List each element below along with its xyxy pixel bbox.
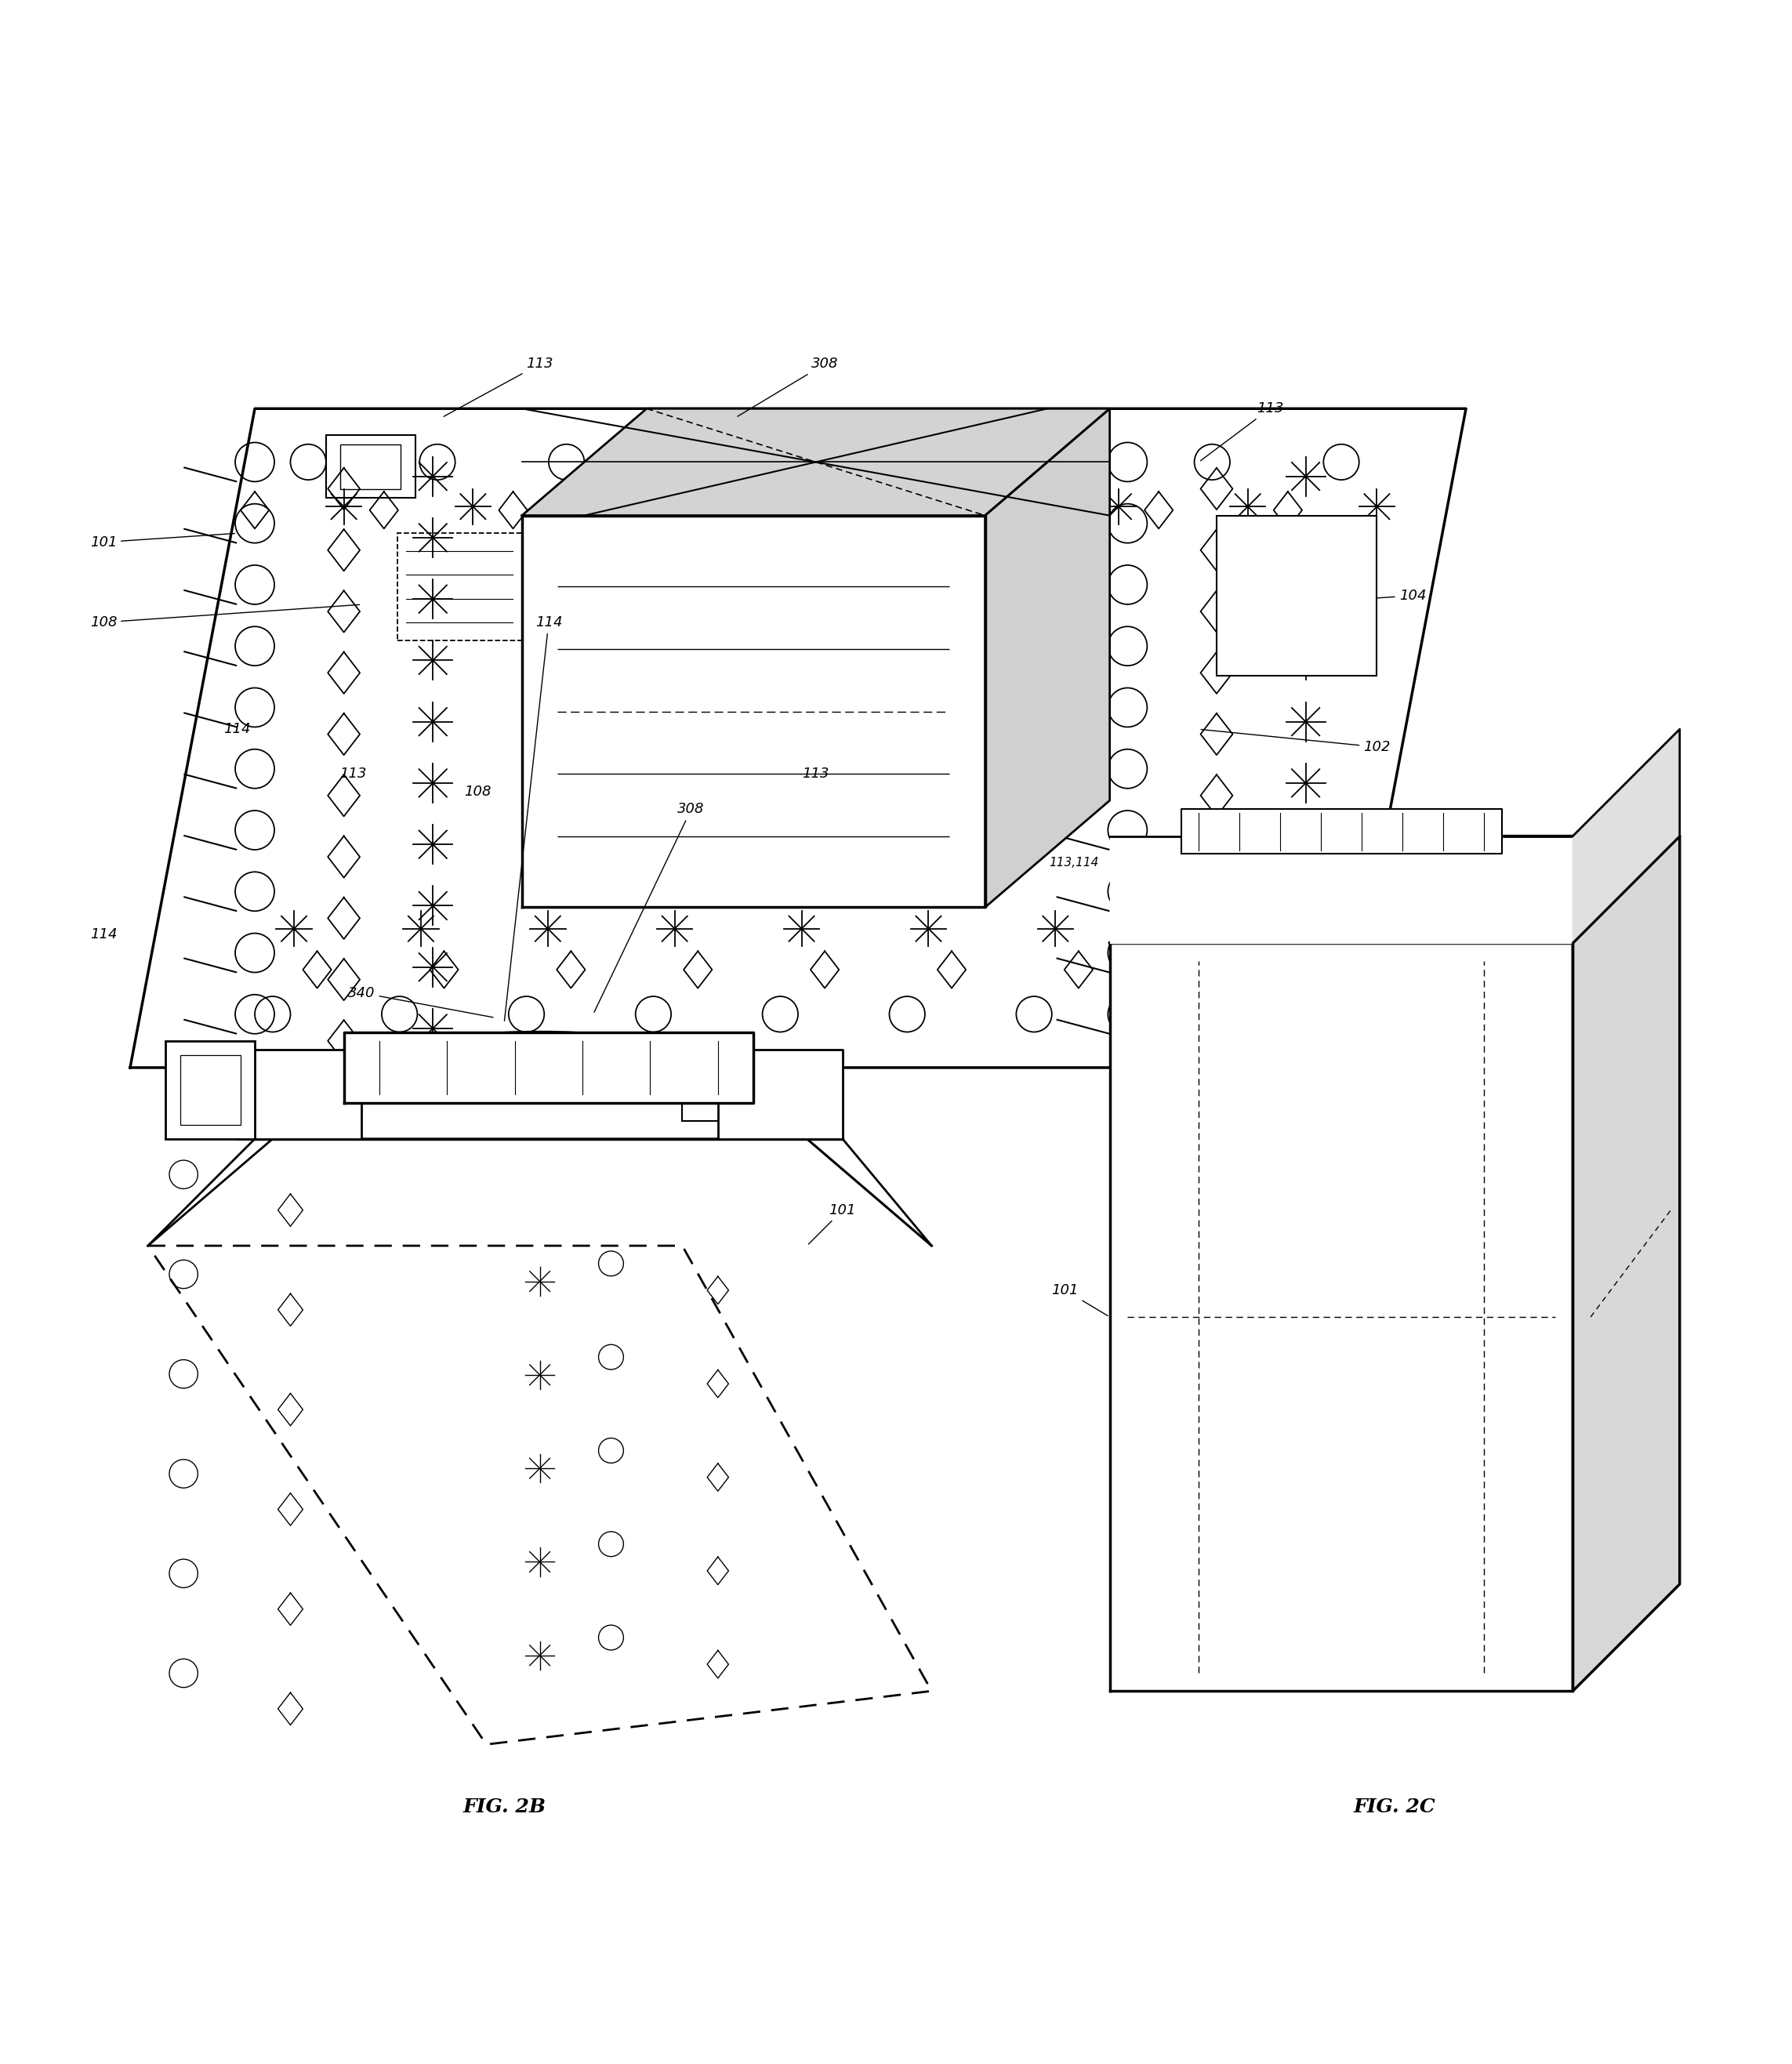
Text: 114: 114	[504, 615, 563, 1022]
Text: 102: 102	[1201, 729, 1391, 753]
Text: 308: 308	[595, 803, 704, 1011]
Text: 108: 108	[90, 605, 360, 630]
Polygon shape	[1109, 943, 1573, 1690]
Text: 114: 114	[738, 1090, 830, 1129]
Polygon shape	[719, 1051, 842, 1139]
Text: FIG. 2B: FIG. 2B	[462, 1798, 547, 1816]
Polygon shape	[521, 516, 986, 908]
Bar	[165, 1040, 254, 1139]
Text: FIG. 2C: FIG. 2C	[1353, 1798, 1435, 1816]
Text: 101: 101	[808, 1203, 857, 1245]
Polygon shape	[986, 409, 1109, 908]
Polygon shape	[1181, 809, 1502, 854]
Bar	[398, 533, 521, 640]
Bar	[683, 1067, 788, 1121]
Text: 113: 113	[803, 766, 830, 780]
Polygon shape	[521, 409, 1109, 516]
Text: 308: 308	[738, 357, 839, 417]
Polygon shape	[1573, 836, 1679, 1690]
Text: 113,114: 113,114	[1050, 857, 1098, 869]
Polygon shape	[1109, 836, 1573, 943]
Text: 113: 113	[1201, 402, 1283, 460]
Polygon shape	[1109, 836, 1679, 943]
Text: 101: 101	[90, 533, 235, 549]
Text: 101: 101	[1052, 1284, 1107, 1317]
Polygon shape	[1573, 729, 1679, 943]
Bar	[1217, 516, 1376, 675]
Bar	[340, 444, 401, 489]
Polygon shape	[237, 1051, 362, 1139]
Text: 114: 114	[224, 722, 251, 737]
Text: FIG. 2A: FIG. 2A	[713, 1086, 794, 1104]
Bar	[326, 436, 416, 497]
Text: 113,114: 113,114	[1593, 857, 1641, 869]
Text: 108: 108	[1319, 857, 1346, 869]
Text: 108: 108	[464, 784, 491, 799]
Text: 104: 104	[1281, 588, 1426, 605]
Polygon shape	[344, 1032, 753, 1104]
Text: 340: 340	[348, 987, 493, 1018]
Text: 308: 308	[1432, 838, 1523, 854]
Bar	[179, 1055, 240, 1125]
Text: 113: 113	[339, 766, 366, 780]
Text: 114: 114	[90, 927, 116, 941]
Text: 113: 113	[444, 357, 554, 417]
